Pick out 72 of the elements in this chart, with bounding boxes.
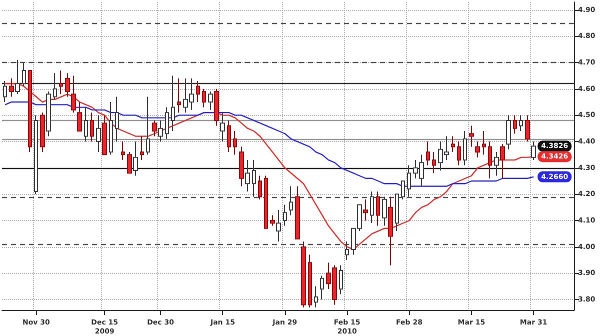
candlestick: [152, 120, 157, 137]
candlestick: [121, 141, 125, 160]
candlestick: [289, 186, 293, 216]
candlestick: [53, 72, 57, 100]
candlestick: [401, 180, 405, 200]
candlestick: [245, 159, 250, 192]
candlestick: [301, 241, 306, 308]
candlestick: [345, 241, 349, 260]
candlestick: [46, 91, 51, 137]
candlestick: [158, 120, 163, 142]
candlestick: [469, 125, 474, 148]
candlestick: [308, 254, 312, 308]
candlestick: [127, 152, 132, 174]
line-series: [4, 101, 534, 187]
candlestick: [196, 80, 200, 103]
candlestick: [239, 146, 244, 187]
candlestick: [395, 194, 399, 232]
candlestick: [214, 88, 219, 126]
candlestick: [146, 96, 150, 156]
candlestick: [40, 112, 45, 153]
candlestick: [432, 152, 436, 174]
candlestick: [34, 114, 38, 195]
candlestick: [320, 275, 324, 300]
candlestick: [363, 198, 368, 221]
candlestick: [500, 144, 505, 179]
candlestick: [276, 209, 281, 242]
candlestick: [283, 204, 287, 226]
candlestick: [77, 102, 82, 132]
candlestick: [488, 141, 492, 179]
candlestick: [370, 191, 374, 224]
candlestick: [295, 186, 300, 240]
candlestick: [382, 196, 387, 226]
candlestick: [90, 112, 94, 142]
candlestick: [519, 114, 523, 132]
candlestick: [165, 106, 169, 140]
candlestick: [208, 91, 213, 110]
candlestick: [426, 141, 430, 166]
candlestick: [513, 114, 517, 134]
candlestick: [133, 141, 138, 176]
candlestick: [339, 264, 343, 295]
candlestick: [451, 136, 455, 153]
candlestick: [457, 141, 461, 166]
candlestick: [482, 130, 486, 156]
candlestick: [3, 80, 7, 103]
candlestick: [140, 136, 144, 160]
candlestick: [109, 102, 113, 156]
candlestick: [177, 78, 181, 114]
candlestick: [84, 106, 88, 142]
candlestick: [171, 75, 175, 132]
candlestick: [252, 159, 256, 198]
candlestick: [463, 130, 467, 166]
candlestick: [220, 112, 225, 142]
candlestick: [314, 286, 318, 308]
candlestick: [494, 152, 499, 176]
candlestick: [407, 164, 411, 198]
candlestick: [96, 114, 101, 153]
candlestick: [525, 114, 530, 142]
candlestick: [258, 175, 262, 200]
candlestick: [202, 88, 206, 108]
candlestick: [15, 59, 20, 95]
candlestick: [233, 130, 237, 156]
candlestick: [102, 114, 107, 156]
candlestick: [115, 96, 119, 142]
candlestick: [506, 114, 511, 150]
candlestick: [531, 141, 536, 160]
candlestick: [22, 62, 26, 87]
candlestick: [475, 141, 480, 158]
candlestick: [376, 191, 380, 226]
candlestick: [270, 214, 275, 226]
candlestick: [264, 175, 268, 229]
candlestick: [59, 70, 63, 95]
candlestick: [227, 120, 231, 153]
